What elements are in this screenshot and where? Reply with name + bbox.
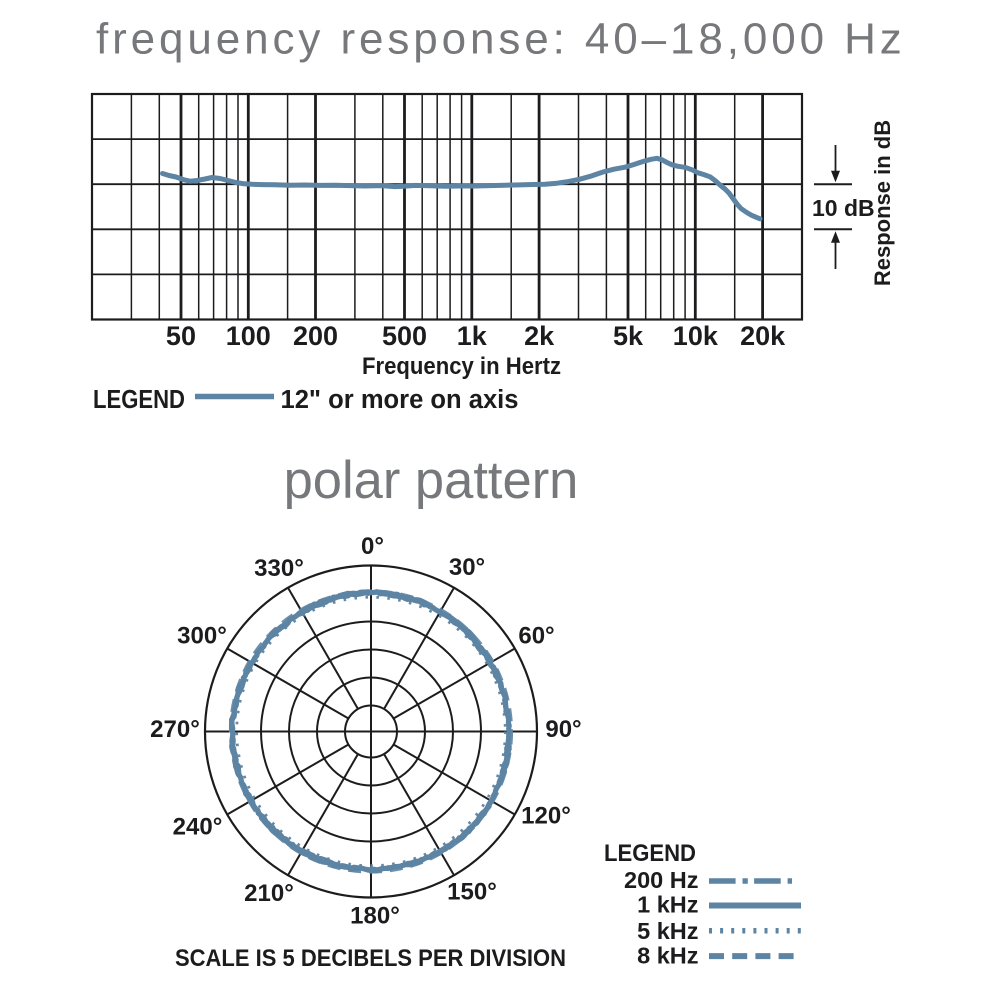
svg-text:5k: 5k [613, 321, 644, 351]
svg-text:LEGEND: LEGEND [93, 386, 185, 414]
svg-text:200 Hz: 200 Hz [624, 867, 698, 893]
svg-text:100: 100 [226, 321, 271, 351]
svg-text:60°: 60° [518, 623, 554, 650]
svg-text:0°: 0° [361, 533, 384, 560]
svg-text:270°: 270° [150, 716, 200, 743]
svg-text:500: 500 [382, 321, 427, 351]
svg-text:2k: 2k [524, 321, 555, 351]
svg-text:frequency response: 40–18,000: frequency response: 40–18,000 Hz [96, 15, 906, 64]
svg-text:150°: 150° [447, 879, 497, 906]
svg-text:120°: 120° [521, 803, 571, 830]
svg-text:5 kHz: 5 kHz [637, 918, 698, 944]
svg-text:10 dB: 10 dB [812, 195, 875, 221]
svg-text:12" or more on axis: 12" or more on axis [281, 386, 519, 414]
svg-text:180°: 180° [350, 903, 400, 930]
svg-text:Frequency in Hertz: Frequency in Hertz [362, 353, 561, 380]
svg-text:90°: 90° [545, 716, 581, 743]
svg-text:Response in dB: Response in dB [870, 120, 895, 286]
svg-text:1 kHz: 1 kHz [637, 892, 698, 918]
svg-text:1k: 1k [457, 321, 488, 351]
svg-text:8 kHz: 8 kHz [637, 943, 698, 969]
svg-text:330°: 330° [254, 555, 304, 582]
svg-text:LEGEND: LEGEND [604, 840, 696, 867]
svg-text:200: 200 [293, 321, 338, 351]
svg-text:10k: 10k [673, 321, 719, 351]
svg-text:240°: 240° [173, 814, 223, 841]
svg-text:polar pattern: polar pattern [284, 451, 579, 510]
svg-text:300°: 300° [177, 623, 227, 650]
svg-text:30°: 30° [449, 554, 485, 581]
svg-text:SCALE IS 5 DECIBELS PER DIVISI: SCALE IS 5 DECIBELS PER DIVISION [175, 945, 566, 972]
svg-text:20k: 20k [740, 321, 786, 351]
svg-text:210°: 210° [244, 880, 294, 907]
svg-text:50: 50 [166, 321, 196, 351]
